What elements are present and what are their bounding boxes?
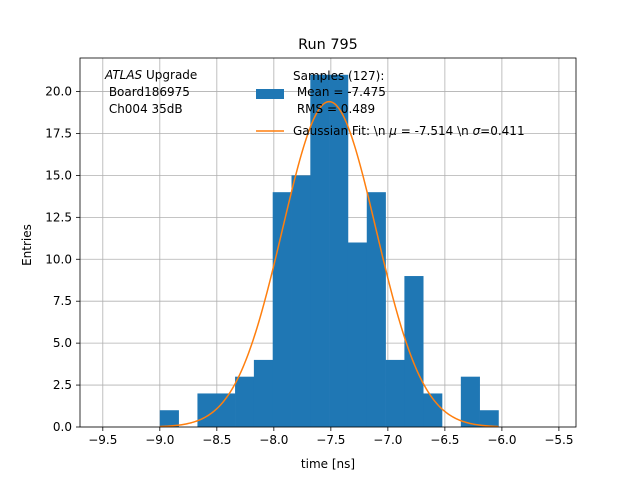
histogram-bars: [159, 74, 499, 427]
histogram-bar: [291, 175, 311, 427]
annotation-experiment-line: ATLAS Upgrade: [104, 68, 197, 82]
axes-frame: [79, 57, 577, 428]
x-axis-label: time [ns]: [301, 457, 355, 471]
histogram-bar: [347, 242, 368, 427]
histogram-bar: [310, 74, 330, 427]
histogram-bar: [460, 376, 480, 427]
x-tick-label: −7.0: [373, 433, 402, 447]
y-tick-label: 10.0: [45, 252, 72, 266]
y-tick-label: 20.0: [45, 85, 72, 99]
x-tick-label: −5.5: [544, 433, 573, 447]
histogram-bar: [404, 276, 424, 427]
histogram-bar: [253, 359, 273, 427]
annotation-experiment: ATLAS: [104, 68, 143, 82]
y-tick-label: 2.5: [53, 378, 72, 392]
legend-hist-label-line1: Samples (127):: [293, 69, 384, 83]
chart-title: Run 795: [298, 37, 358, 53]
histogram-bar: [329, 74, 349, 427]
y-tick-label: 0.0: [53, 420, 72, 434]
histogram-bar: [479, 410, 499, 427]
histogram-bar: [216, 393, 236, 427]
y-axis-label: Entries: [20, 224, 34, 266]
x-tick-label: −7.5: [316, 433, 345, 447]
y-tick-label: 7.5: [53, 294, 72, 308]
x-tick-label: −8.5: [202, 433, 231, 447]
histogram-bar: [423, 393, 443, 427]
atlas-annotation: ATLAS Upgrade Board186975 Ch004 35dB: [104, 68, 197, 116]
x-axis-ticks: −9.5 −9.0 −8.5 −8.0 −7.5 −7.0 −6.5 −6.0 −5.5: [88, 427, 573, 447]
y-tick-label: 17.5: [45, 126, 72, 140]
annotation-suffix: Upgrade: [142, 68, 197, 82]
annotation-channel: Ch004 35dB: [105, 102, 183, 116]
gaussian-fit-curve: [159, 100, 499, 428]
legend-hist-label-mean: Mean = -7.475: [293, 85, 386, 99]
y-tick-label: 12.5: [45, 210, 72, 224]
x-tick-label: −9.5: [88, 433, 117, 447]
y-tick-label: 5.0: [53, 336, 72, 350]
legend-hist-label-rms: RMS = 0.489: [293, 102, 375, 116]
x-tick-label: −8.0: [259, 433, 288, 447]
x-tick-label: −9.0: [145, 433, 174, 447]
x-tick-label: −6.5: [430, 433, 459, 447]
legend: Samples (127): Mean = -7.475 RMS = 0.489…: [256, 69, 525, 138]
x-tick-label: −6.0: [487, 433, 516, 447]
histogram-bar: [159, 410, 179, 427]
annotation-board: Board186975: [105, 85, 190, 99]
legend-hist-swatch: [256, 89, 284, 99]
histogram-bar: [197, 393, 217, 427]
histogram-bar: [385, 359, 405, 427]
legend-fit-label: Gaussian Fit: \n μ = -7.514 \n σ=0.411: [293, 124, 525, 138]
y-axis-ticks: 0.0 2.5 5.0 7.5 10.0 12.5 15.0 17.5 20.0: [45, 85, 80, 434]
histogram-bar: [235, 376, 255, 427]
y-tick-label: 15.0: [45, 168, 72, 182]
